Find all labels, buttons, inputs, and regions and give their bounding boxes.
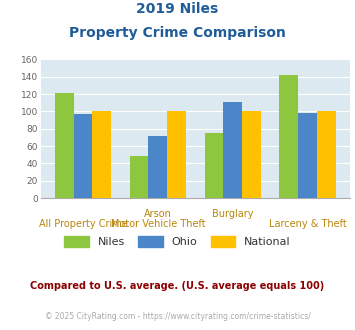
Text: All Property Crime: All Property Crime (39, 219, 127, 229)
Text: Burglary: Burglary (212, 209, 253, 218)
Text: Compared to U.S. average. (U.S. average equals 100): Compared to U.S. average. (U.S. average … (31, 281, 324, 291)
Bar (223, 102, 242, 198)
Bar (242, 111, 261, 198)
Legend: Niles, Ohio, National: Niles, Ohio, National (60, 232, 295, 252)
Bar (204, 133, 223, 198)
Bar (55, 93, 73, 198)
Bar (148, 136, 167, 198)
Text: Property Crime Comparison: Property Crime Comparison (69, 26, 286, 40)
Text: Larceny & Theft: Larceny & Theft (269, 219, 346, 229)
Text: Arson: Arson (144, 209, 172, 218)
Text: Motor Vehicle Theft: Motor Vehicle Theft (110, 219, 205, 229)
Bar (279, 75, 298, 198)
Bar (298, 113, 317, 198)
Bar (317, 111, 335, 198)
Bar (92, 111, 111, 198)
Bar (73, 114, 92, 198)
Bar (130, 156, 148, 198)
Bar (167, 111, 186, 198)
Text: 2019 Niles: 2019 Niles (136, 2, 219, 16)
Text: © 2025 CityRating.com - https://www.cityrating.com/crime-statistics/: © 2025 CityRating.com - https://www.city… (45, 312, 310, 321)
